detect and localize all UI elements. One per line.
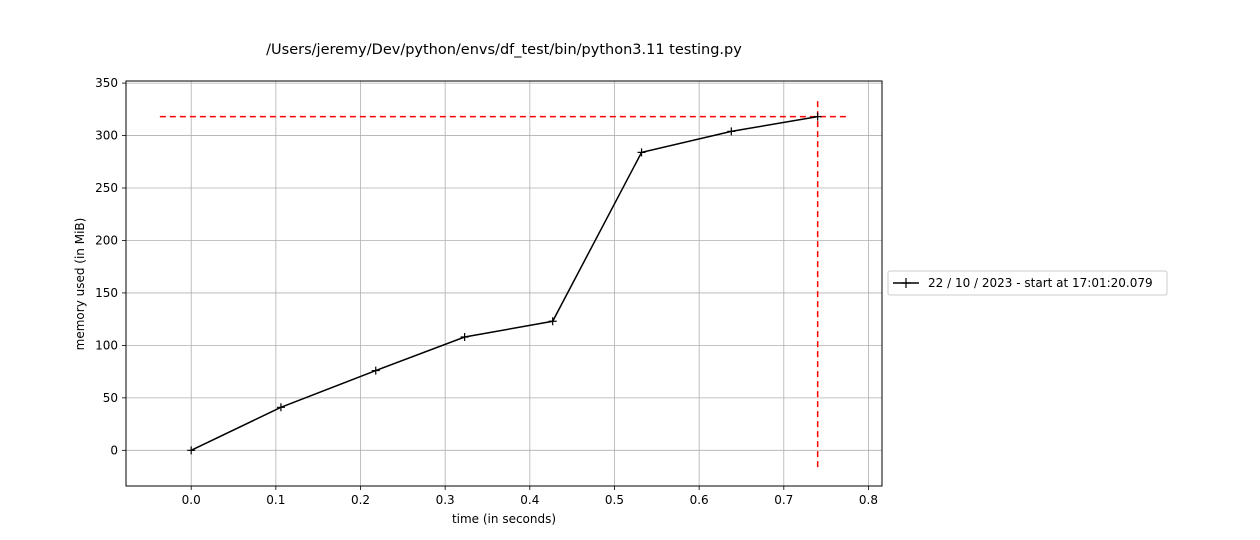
data-point-marker [813,112,822,121]
grid [126,81,882,486]
x-axis-ticks: 0.0 0.1 0.2 0.3 0.4 0.5 0.6 0.7 0.8 [182,486,878,507]
x-tick-label: 0.1 [266,493,285,507]
y-tick-label: 150 [95,286,118,300]
data-point-marker [187,446,196,455]
data-point-marker [727,127,736,136]
y-tick-label: 200 [95,233,118,247]
legend: 22 / 10 / 2023 - start at 17:01:20.079 [887,270,1168,296]
y-tick-label: 300 [95,129,118,143]
y-axis-ticks: 0 50 100 150 200 250 300 350 [95,76,126,457]
y-tick-label: 50 [103,391,118,405]
reference-lines [159,97,848,468]
x-tick-label: 0.0 [182,493,201,507]
legend-box [887,270,1168,296]
y-axis-label: memory used (in MiB) [73,218,87,351]
x-tick-label: 0.2 [351,493,370,507]
data-point-marker [460,333,469,342]
data-point-marker [276,403,285,412]
data-point-marker [637,148,646,157]
x-tick-label: 0.7 [774,493,793,507]
x-tick-label: 0.5 [605,493,624,507]
legend-marker-sample [901,278,911,288]
chart-title: /Users/jeremy/Dev/python/envs/df_test/bi… [266,42,742,58]
data-point-marker [548,317,557,326]
data-point-marker [371,366,380,375]
y-tick-label: 350 [95,76,118,90]
x-tick-label: 0.4 [520,493,539,507]
y-tick-label: 250 [95,181,118,195]
x-tick-label: 0.8 [859,493,878,507]
series-line [190,115,818,452]
y-tick-label: 0 [110,443,118,457]
x-tick-label: 0.3 [436,493,455,507]
plot-area-frame [125,80,883,487]
y-tick-label: 100 [95,338,118,352]
legend-entry-label: 22 / 10 / 2023 - start at 17:01:20.079 [928,276,1153,290]
x-axis-label: time (in seconds) [452,512,556,526]
series-layer [187,112,822,455]
x-tick-label: 0.6 [690,493,709,507]
